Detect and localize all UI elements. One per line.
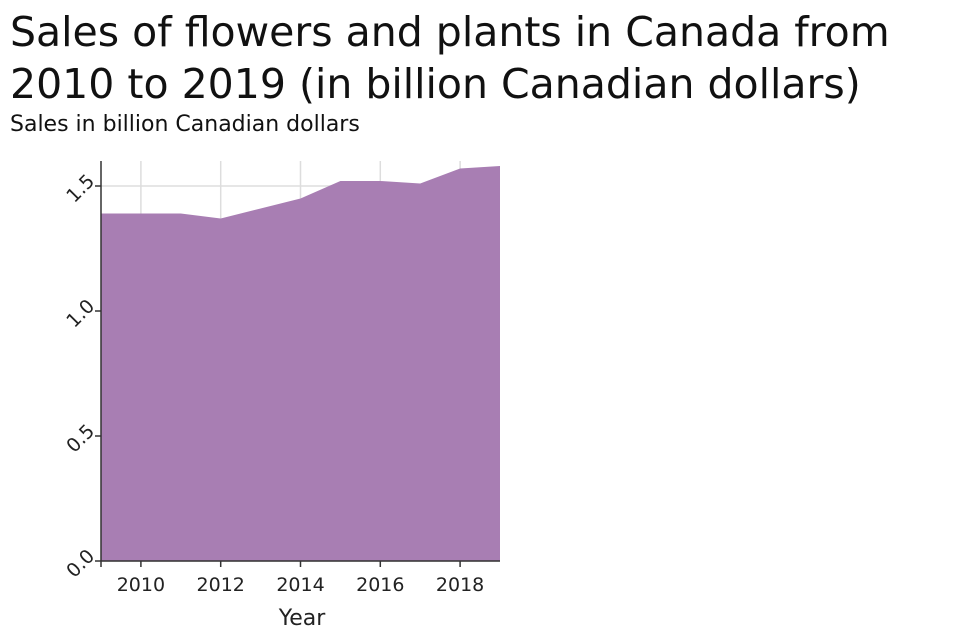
x-tick-label: 2018	[436, 574, 484, 596]
y-tick-label: 0.5	[62, 420, 99, 457]
axes	[95, 161, 500, 567]
x-axis-label: Year	[278, 606, 327, 631]
sales-area	[101, 166, 500, 561]
chart-title: Sales of flowers and plants in Canada fr…	[10, 8, 890, 108]
x-tick-label: 2012	[197, 574, 245, 596]
x-tick-label: 2010	[117, 574, 165, 596]
y-axis-label: Sales in billion Canadian dollars	[10, 112, 360, 137]
x-tick-label: 2014	[276, 574, 324, 596]
y-tick-label: 0.0	[62, 545, 99, 582]
y-tick-label: 1.5	[62, 170, 99, 207]
area-layer	[101, 166, 500, 561]
x-tick-label: 2016	[356, 574, 404, 596]
y-tick-label: 1.0	[62, 295, 99, 332]
